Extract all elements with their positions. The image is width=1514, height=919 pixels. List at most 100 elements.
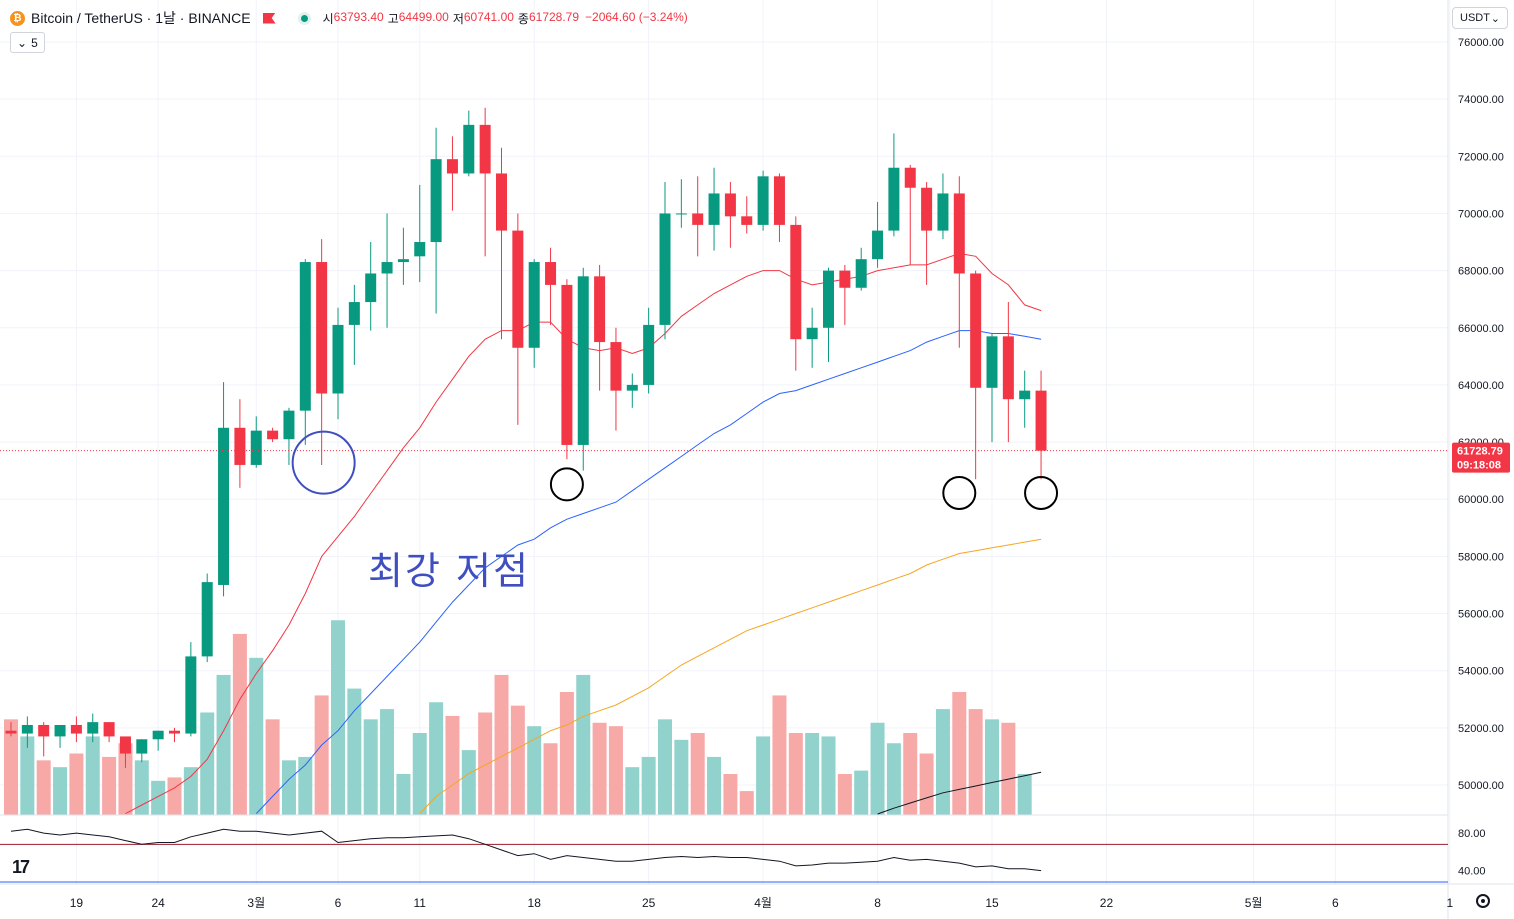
volume-bar	[249, 657, 264, 815]
candle-body	[348, 302, 360, 325]
candle-body	[496, 173, 507, 231]
currency-select[interactable]: USDT ⌄	[1452, 7, 1508, 29]
candle-body	[643, 324, 655, 385]
candle-body	[937, 193, 949, 231]
price-tag	[1452, 442, 1510, 473]
candle-body	[381, 262, 393, 274]
ma-orange-line	[419, 538, 1042, 814]
y-axis-tick-label: 54000.00	[1458, 666, 1504, 678]
candle-body	[839, 270, 851, 288]
low-value: 60741.00	[463, 9, 514, 24]
settings-icon[interactable]	[1476, 894, 1490, 908]
candle-body	[594, 276, 606, 343]
volume-bar	[429, 702, 444, 815]
y-axis-tick-label: 70000.00	[1458, 208, 1504, 220]
volume-bar	[347, 688, 362, 815]
candle-body	[741, 216, 753, 225]
open-value: 63793.40	[333, 9, 384, 24]
tradingview-logo-icon[interactable]: 17	[12, 857, 30, 877]
y-axis-tick-label: 56000.00	[1458, 609, 1504, 621]
volume-bar	[36, 760, 51, 815]
volume-bar	[20, 736, 35, 815]
oscillator-line	[10, 828, 1042, 872]
candle-body	[54, 724, 66, 737]
volume-bar	[265, 719, 280, 815]
volume-bar	[478, 712, 493, 815]
high-label: 고	[387, 11, 399, 26]
volume-bar	[216, 674, 231, 815]
volume-bar	[53, 767, 68, 815]
volume-bar	[674, 739, 689, 815]
candle-body	[610, 342, 622, 391]
volume-bar	[592, 722, 607, 815]
volume-bar	[788, 733, 803, 815]
candle-body	[708, 193, 720, 225]
market-status-icon[interactable]	[297, 11, 311, 25]
candle-body	[185, 656, 197, 734]
change-value: −2064.60 (−3.24%)	[585, 9, 688, 24]
volume-bar	[85, 736, 100, 815]
volume-bar	[118, 743, 133, 815]
candle-body	[888, 167, 900, 231]
candle-body	[316, 262, 328, 394]
x-axis-tick-label: 6	[1332, 896, 1339, 910]
candle-body	[201, 582, 213, 657]
oscillator-tick-label: 80.00	[1458, 828, 1486, 840]
candle-body	[103, 722, 115, 737]
candle-body	[953, 193, 965, 274]
volume-bar	[968, 709, 983, 815]
y-axis-tick-label: 60000.00	[1458, 494, 1504, 506]
indicators-toggle-button[interactable]: ⌄ 5	[10, 32, 45, 53]
x-axis-tick-label: 6	[335, 896, 342, 910]
volume-bar	[331, 620, 345, 815]
volume-bar	[854, 770, 869, 815]
candle-body	[5, 730, 17, 734]
flag-icon[interactable]	[262, 12, 276, 24]
close-value: 61728.79	[528, 9, 580, 24]
volume-bar	[380, 709, 395, 815]
volume-bar	[658, 719, 672, 815]
candle-body	[21, 724, 33, 734]
candle-body	[332, 324, 344, 394]
y-axis-tick-label: 66000.00	[1458, 323, 1504, 335]
volume-bar	[200, 712, 215, 815]
y-axis-tick-label: 64000.00	[1458, 380, 1504, 392]
volume-bar	[510, 705, 525, 815]
candle-body	[561, 284, 573, 445]
volume-bar	[739, 791, 754, 815]
y-axis-tick-label: 58000.00	[1458, 551, 1504, 563]
candle-body	[267, 430, 279, 440]
annotation-circle	[1024, 475, 1059, 510]
volume-bar	[102, 756, 117, 815]
volume-bar	[494, 674, 509, 815]
volume-bar	[396, 774, 411, 815]
candle-body	[250, 430, 262, 465]
y-axis-tick-label: 68000.00	[1458, 266, 1504, 278]
candle-body	[806, 327, 818, 340]
indicator-count: 5	[31, 35, 38, 50]
ohlc-values: 시 63793.40 고 64499.00 저 60741.00 종 61728.79 …	[323, 10, 688, 27]
candle-body	[169, 730, 180, 734]
annotation-text: 최강 저점	[368, 549, 530, 593]
symbol-title[interactable]: Bitcoin / TetherUS · 1날 · BINANCE	[31, 10, 251, 26]
volume-bar	[772, 695, 787, 815]
candle-body	[692, 213, 704, 225]
y-axis-tick-label: 72000.00	[1458, 151, 1504, 163]
volume-bar	[461, 750, 476, 815]
candle-body	[790, 224, 802, 340]
candle-body	[1019, 390, 1031, 400]
volume-bar	[314, 695, 329, 815]
x-axis-tick-label: 1	[1446, 896, 1453, 910]
volume-bar	[1017, 774, 1032, 815]
y-axis-tick-label: 74000.00	[1458, 94, 1504, 106]
low-label: 저	[452, 11, 464, 26]
x-axis-tick-label: 25	[642, 896, 656, 910]
x-axis-tick-label: 5월	[1245, 896, 1263, 910]
x-axis-tick-label: 22	[1100, 896, 1114, 910]
volume-bar	[821, 736, 836, 815]
volume-bar	[151, 780, 166, 815]
candle-body	[234, 427, 246, 465]
volume-bar	[527, 726, 542, 815]
x-axis-tick-label: 8	[874, 896, 881, 910]
